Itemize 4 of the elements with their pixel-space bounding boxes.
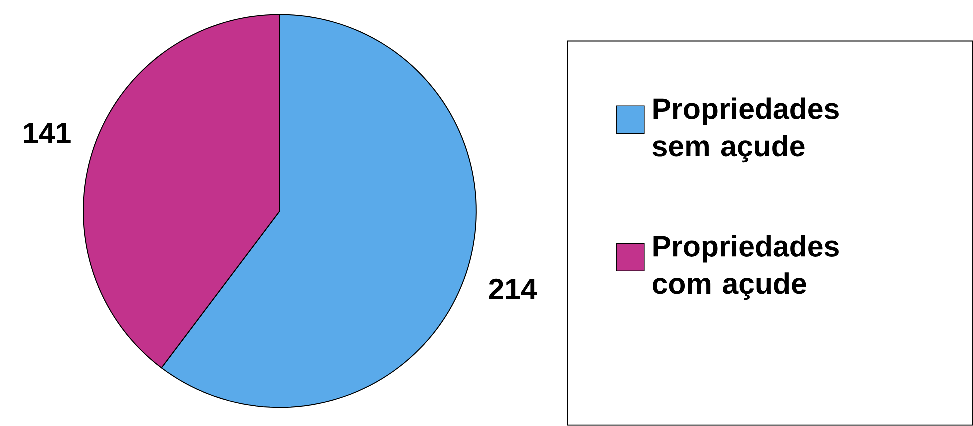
data-label: 141 xyxy=(24,123,71,144)
legend-label: Propriedades com açude xyxy=(652,235,839,300)
legend-label: Propriedades sem açude xyxy=(652,98,839,163)
data-label: 214 xyxy=(489,278,538,300)
